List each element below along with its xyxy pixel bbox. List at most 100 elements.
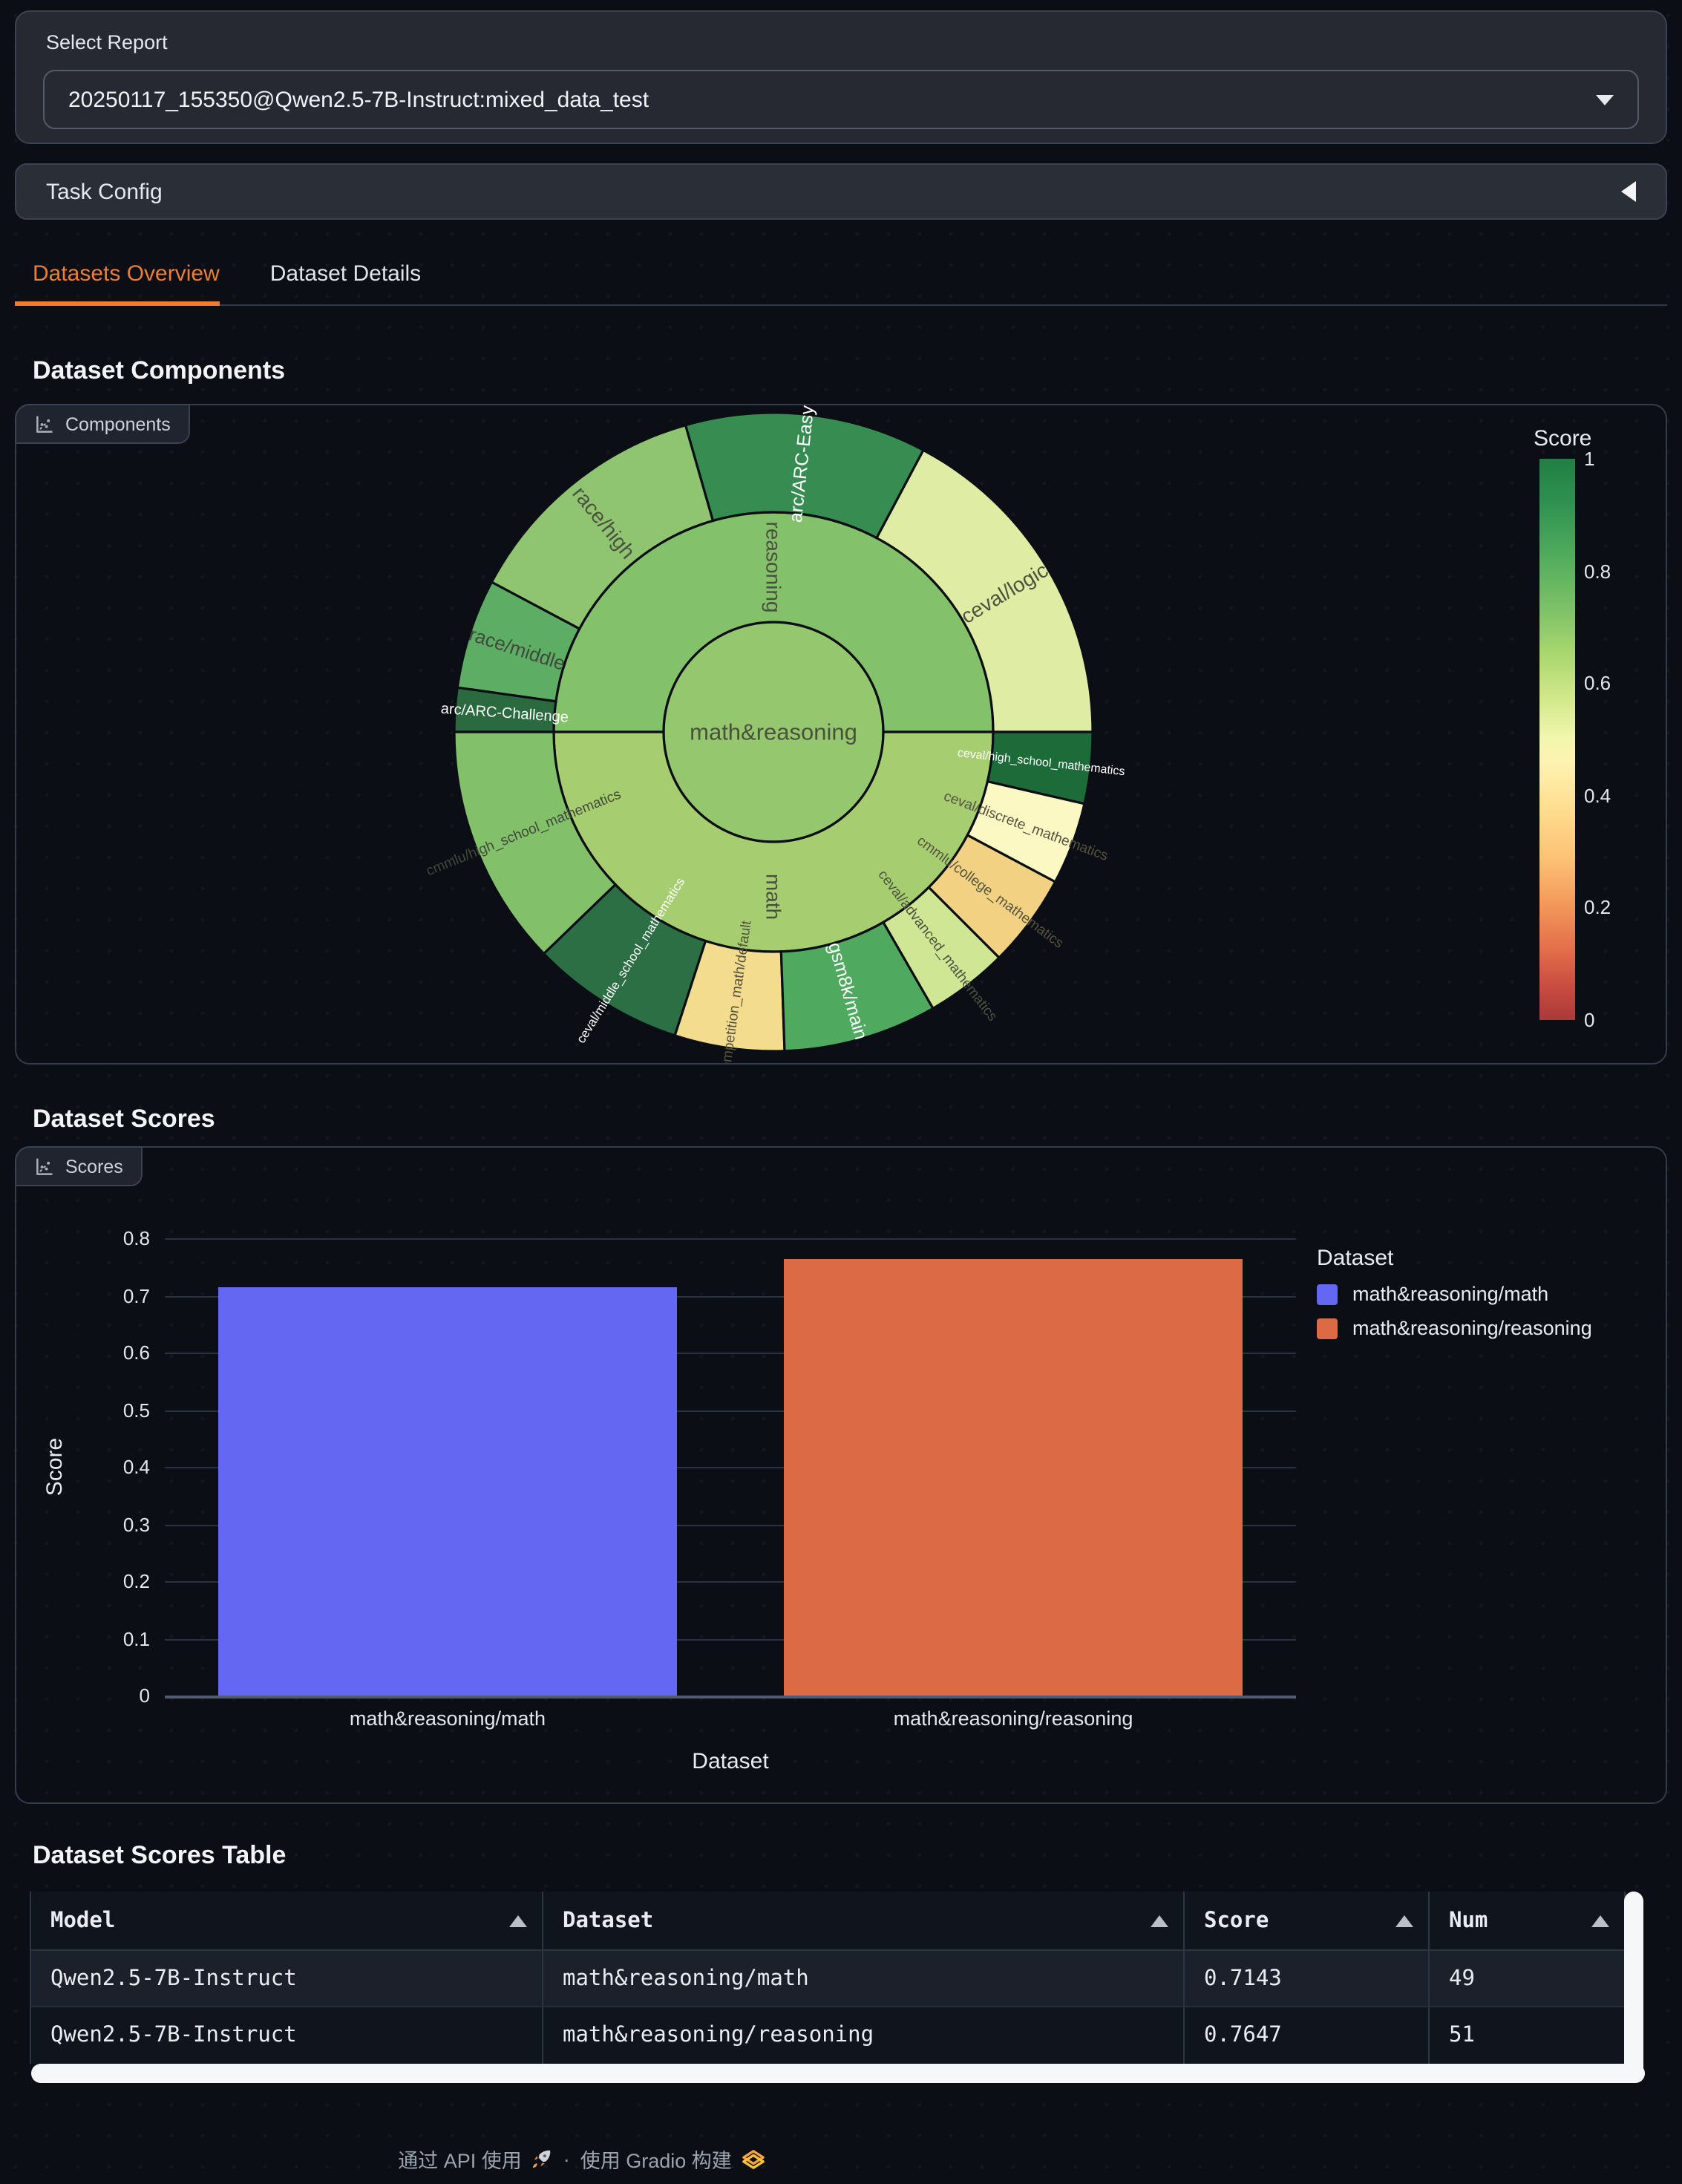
sunburst-chart: reasoningmathceval/logicarc/ARC-Easyrace… [424,404,1125,1078]
y-tick-label: 0 [139,1684,150,1707]
sunburst-center-label: math&reasoning [690,719,857,745]
sunburst-slice-ceval-logic[interactable] [874,448,1094,733]
table-header-num[interactable]: Num [1430,1892,1626,1951]
gridline [165,1295,1296,1297]
sort-asc-icon[interactable] [1151,1915,1168,1926]
table-cell[interactable]: 51 [1430,2007,1626,2064]
legend-label: math&reasoning/reasoning [1352,1317,1592,1339]
scores-panel: Scores 0 0.1 0.2 0.3 0.4 0.5 0.6 0.7 0.8 math&rea… [15,1146,1667,1804]
scores-heading: Dataset Scores [33,1105,215,1133]
colorbar-tick-0.8: 0.8 [1584,560,1611,583]
sunburst-label-reasoning: reasoning [762,522,785,613]
triangle-left-icon [1621,181,1636,202]
scores-chip: Scores [15,1146,143,1186]
legend-item-math-reasoning-reasoning[interactable]: math&reasoning/reasoning [1317,1317,1592,1339]
header-label: Dataset [563,1909,654,1932]
tab-dataset-details[interactable]: Dataset Details [269,261,422,287]
colorbar-tick-1: 1 [1584,448,1595,470]
gridline [165,1524,1296,1526]
scores-table-heading: Dataset Scores Table [33,1841,287,1869]
use-via-api-label: 通过 API 使用 [398,2150,522,2172]
x-axis-line [165,1696,1296,1698]
vertical-scrollbar[interactable] [1624,1892,1643,2083]
scores-table: Model Dataset Score Num Qwen2.5-7B-Instruct… [30,1892,1645,2083]
legend-swatch [1317,1318,1338,1338]
sunburst-slice-race-high[interactable] [490,423,715,631]
built-with-gradio-label: 使用 Gradio 构建 [580,2150,732,2172]
colorbar: Score 1 0.8 0.6 0.4 0.2 0 [1534,426,1611,1031]
y-tick-label: 0.7 [122,1284,150,1307]
table-cell[interactable]: 0.7143 [1185,1951,1430,2007]
y-tick-label: 0.1 [122,1627,150,1650]
table-cell[interactable]: 49 [1430,1951,1626,2007]
bar-chart: 0 0.1 0.2 0.3 0.4 0.5 0.6 0.7 0.8 math&reasoning/… [16,1148,1666,1802]
chevron-down-icon [1596,94,1614,105]
header-label: Score [1204,1909,1269,1932]
line-chart-icon [36,1157,53,1174]
bar-math-reasoning-reasoning[interactable] [784,1258,1243,1696]
x-axis-title: Dataset [692,1749,769,1774]
x-tick-label: math&reasoning/reasoning [893,1707,1133,1730]
gridline [165,1467,1296,1468]
colorbar-tick-0.4: 0.4 [1584,784,1611,807]
y-tick-label: 0.8 [122,1227,150,1249]
y-tick-label: 0.2 [122,1570,150,1592]
footer-separator: · [563,2148,570,2170]
components-chip: Components [15,404,190,444]
bar-math-reasoning-math[interactable] [218,1286,677,1696]
sort-asc-icon[interactable] [1395,1915,1413,1926]
table-cell[interactable]: Qwen2.5-7B-Instruct [31,1951,543,2007]
legend-item-math-reasoning-math[interactable]: math&reasoning/math [1317,1283,1592,1305]
built-with-gradio-link[interactable]: 使用 Gradio 构建 [580,2144,766,2174]
table-cell[interactable]: Qwen2.5-7B-Instruct [31,2007,543,2064]
sort-asc-icon[interactable] [509,1915,527,1926]
table-body: Qwen2.5-7B-Instruct math&reasoning/math 0.… [31,1951,1643,2064]
x-tick-label: math&reasoning/math [349,1707,546,1730]
header-label: Num [1449,1909,1488,1932]
gridline [165,1238,1296,1240]
sunburst-slice-arc-arc-easy[interactable] [684,411,926,540]
colorbar-gradient [1539,459,1575,1020]
table-header-dataset[interactable]: Dataset [543,1892,1185,1951]
colorbar-tick-0.2: 0.2 [1584,896,1611,919]
footer: 通过 API 使用 · 使用 Gradio 构建 [0,2144,1164,2174]
table-header-row: Model Dataset Score Num [31,1892,1643,1951]
y-tick-label: 0.6 [122,1341,150,1364]
report-select-value: 20250117_155350@Qwen2.5-7B-Instruct:mixe… [68,87,649,112]
sunburst-label-math: math [762,874,785,920]
tab-datasets-overview[interactable]: Datasets Overview [33,261,220,287]
task-config-label: Task Config [46,179,163,204]
gridline [165,1410,1296,1411]
components-heading: Dataset Components [33,356,286,385]
horizontal-scrollbar[interactable] [31,2064,1645,2083]
table-cell[interactable]: math&reasoning/math [543,1951,1185,2007]
legend-title: Dataset [1317,1246,1394,1271]
table-cell[interactable]: math&reasoning/reasoning [543,2007,1185,2064]
tabs-divider [15,304,1667,306]
colorbar-tick-0: 0 [1584,1009,1595,1031]
components-chip-label: Components [65,413,171,434]
use-via-api-link[interactable]: 通过 API 使用 [398,2144,553,2174]
y-axis-title: Score [42,1437,68,1497]
gridline [165,1353,1296,1354]
gridline [165,1638,1296,1640]
report-select-dropdown[interactable]: 20250117_155350@Qwen2.5-7B-Instruct:mixe… [43,70,1639,129]
y-tick-label: 0.4 [122,1456,150,1478]
scores-chip-label: Scores [65,1156,123,1177]
tabs: Datasets Overview Dataset Details [15,249,454,307]
sort-asc-icon[interactable] [1591,1915,1609,1926]
legend-label: math&reasoning/math [1352,1283,1549,1305]
sunburst-slice-ceval-high-school-mathematics[interactable] [986,730,1094,805]
table-header-score[interactable]: Score [1185,1892,1430,1951]
task-config-accordion[interactable]: Task Config [15,163,1667,220]
table-cell[interactable]: 0.7647 [1185,2007,1430,2064]
header-label: Model [50,1909,116,1932]
sunburst-slice-cmmlu-high-school-mathematics[interactable] [453,730,618,955]
gradio-logo-icon [742,2149,765,2168]
table-row: Qwen2.5-7B-Instruct math&reasoning/reason… [31,2007,1643,2064]
line-chart-icon [36,415,53,432]
legend-items: math&reasoning/math math&reasoning/reason… [1317,1283,1592,1339]
table-header-model[interactable]: Model [31,1892,543,1951]
rocket-icon [533,2149,551,2168]
